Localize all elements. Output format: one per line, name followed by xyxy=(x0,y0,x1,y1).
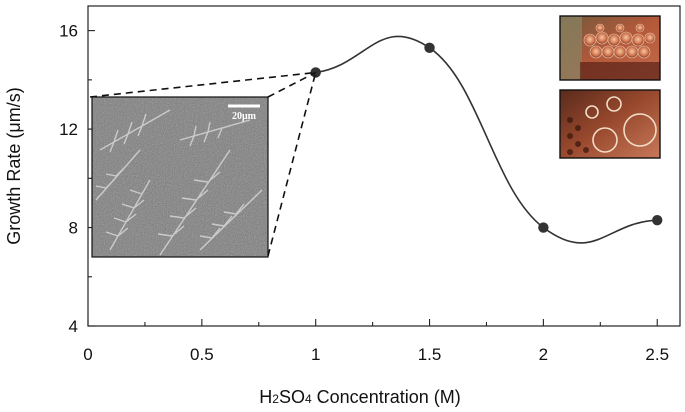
data-point xyxy=(538,222,549,233)
x-tick-label: 2 xyxy=(539,345,548,364)
x-axis-ticks xyxy=(87,319,658,326)
data-point xyxy=(652,214,663,226)
y-tick-label: 12 xyxy=(59,120,78,139)
sem-dendrites xyxy=(95,109,263,256)
x-tick-label: 2.5 xyxy=(645,345,669,364)
x-tick-label: 0 xyxy=(83,345,92,364)
x-axis-title: H2SO4 Concentration (M) xyxy=(259,387,460,407)
series-curve xyxy=(315,35,658,244)
plot-frame xyxy=(87,5,681,327)
sem-inset: 20μm xyxy=(89,71,317,258)
photo-inset-bubbles xyxy=(559,89,661,159)
y-tick-label: 8 xyxy=(69,219,78,238)
sem-image-border xyxy=(91,96,269,258)
inset-leader-bottom xyxy=(267,72,317,257)
data-points xyxy=(310,42,663,233)
y-axis-title: Growth Rate (μm/s) xyxy=(4,87,24,244)
photo-inset-crystals xyxy=(559,15,661,81)
x-tick-label: 1 xyxy=(311,345,320,364)
x-tick-label: 0.5 xyxy=(190,345,214,364)
inset-leader-top xyxy=(89,71,316,98)
y-tick-label: 16 xyxy=(59,22,78,41)
scale-bar-label: 20μm xyxy=(232,111,257,122)
x-tick-labels: 0 0.5 1 1.5 2 2.5 xyxy=(83,345,669,364)
data-point xyxy=(424,42,435,54)
x-tick-label: 1.5 xyxy=(418,345,442,364)
y-tick-label: 4 xyxy=(69,317,78,336)
y-tick-labels: 4 8 12 16 xyxy=(59,22,78,336)
inset-leader-mid xyxy=(267,71,317,98)
